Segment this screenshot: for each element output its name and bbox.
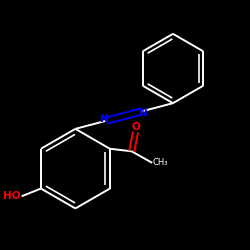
Text: N: N [100, 114, 109, 124]
Text: HO: HO [3, 191, 21, 201]
Text: O: O [131, 122, 140, 132]
Text: N: N [140, 108, 148, 118]
Text: CH₃: CH₃ [153, 158, 168, 168]
